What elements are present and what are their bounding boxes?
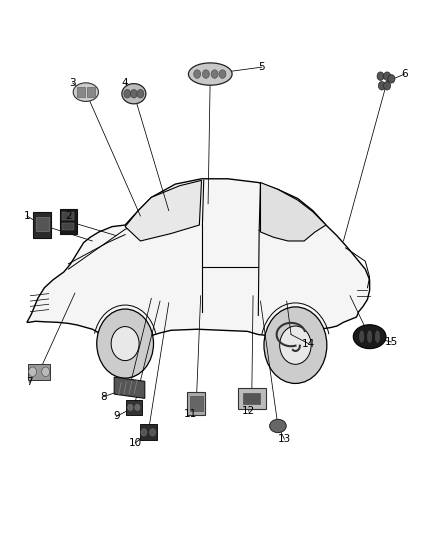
Circle shape	[384, 82, 391, 90]
Circle shape	[219, 70, 226, 78]
Text: 13: 13	[278, 434, 291, 445]
Circle shape	[28, 367, 36, 376]
FancyBboxPatch shape	[33, 212, 51, 238]
Ellipse shape	[73, 83, 99, 101]
Circle shape	[202, 70, 209, 78]
Bar	[187, 392, 205, 415]
Circle shape	[384, 72, 391, 80]
Bar	[126, 400, 142, 415]
Text: 14: 14	[302, 338, 315, 349]
Bar	[140, 424, 157, 440]
Circle shape	[280, 326, 311, 365]
Circle shape	[377, 72, 384, 80]
Text: 6: 6	[401, 69, 408, 79]
Ellipse shape	[375, 331, 380, 343]
Circle shape	[135, 404, 140, 410]
Text: 11: 11	[184, 409, 197, 419]
Circle shape	[137, 90, 144, 98]
Bar	[243, 393, 260, 403]
Polygon shape	[261, 182, 326, 241]
Ellipse shape	[270, 419, 286, 433]
Circle shape	[194, 70, 201, 78]
Text: 4: 4	[122, 78, 128, 88]
Text: 3: 3	[69, 78, 76, 88]
FancyBboxPatch shape	[36, 217, 49, 231]
Ellipse shape	[353, 325, 386, 349]
Circle shape	[264, 307, 327, 383]
Circle shape	[141, 429, 147, 436]
Text: 15: 15	[385, 337, 398, 347]
Circle shape	[388, 75, 395, 83]
Polygon shape	[114, 377, 145, 398]
Text: 5: 5	[258, 62, 265, 72]
Text: 9: 9	[113, 411, 120, 422]
Polygon shape	[125, 180, 201, 241]
Circle shape	[111, 327, 139, 361]
Circle shape	[42, 367, 49, 376]
Ellipse shape	[360, 331, 364, 343]
Bar	[28, 364, 50, 379]
Ellipse shape	[188, 63, 232, 85]
Text: 1: 1	[24, 211, 30, 221]
Circle shape	[128, 404, 133, 410]
Bar	[62, 223, 74, 230]
Circle shape	[97, 309, 153, 378]
Circle shape	[124, 90, 131, 98]
Text: 2: 2	[65, 211, 72, 221]
Text: 8: 8	[100, 392, 106, 402]
Polygon shape	[27, 179, 370, 340]
Text: 7: 7	[26, 377, 32, 387]
Text: 12: 12	[242, 406, 255, 416]
Circle shape	[150, 429, 155, 436]
Bar	[190, 396, 203, 411]
Bar	[62, 212, 74, 220]
Bar	[237, 387, 266, 409]
Circle shape	[211, 70, 218, 78]
Circle shape	[378, 82, 385, 90]
Circle shape	[131, 90, 138, 98]
Bar	[87, 87, 95, 97]
Text: 10: 10	[129, 438, 142, 448]
FancyBboxPatch shape	[60, 208, 77, 234]
Ellipse shape	[367, 331, 372, 343]
Bar	[77, 87, 85, 97]
Ellipse shape	[122, 84, 146, 104]
